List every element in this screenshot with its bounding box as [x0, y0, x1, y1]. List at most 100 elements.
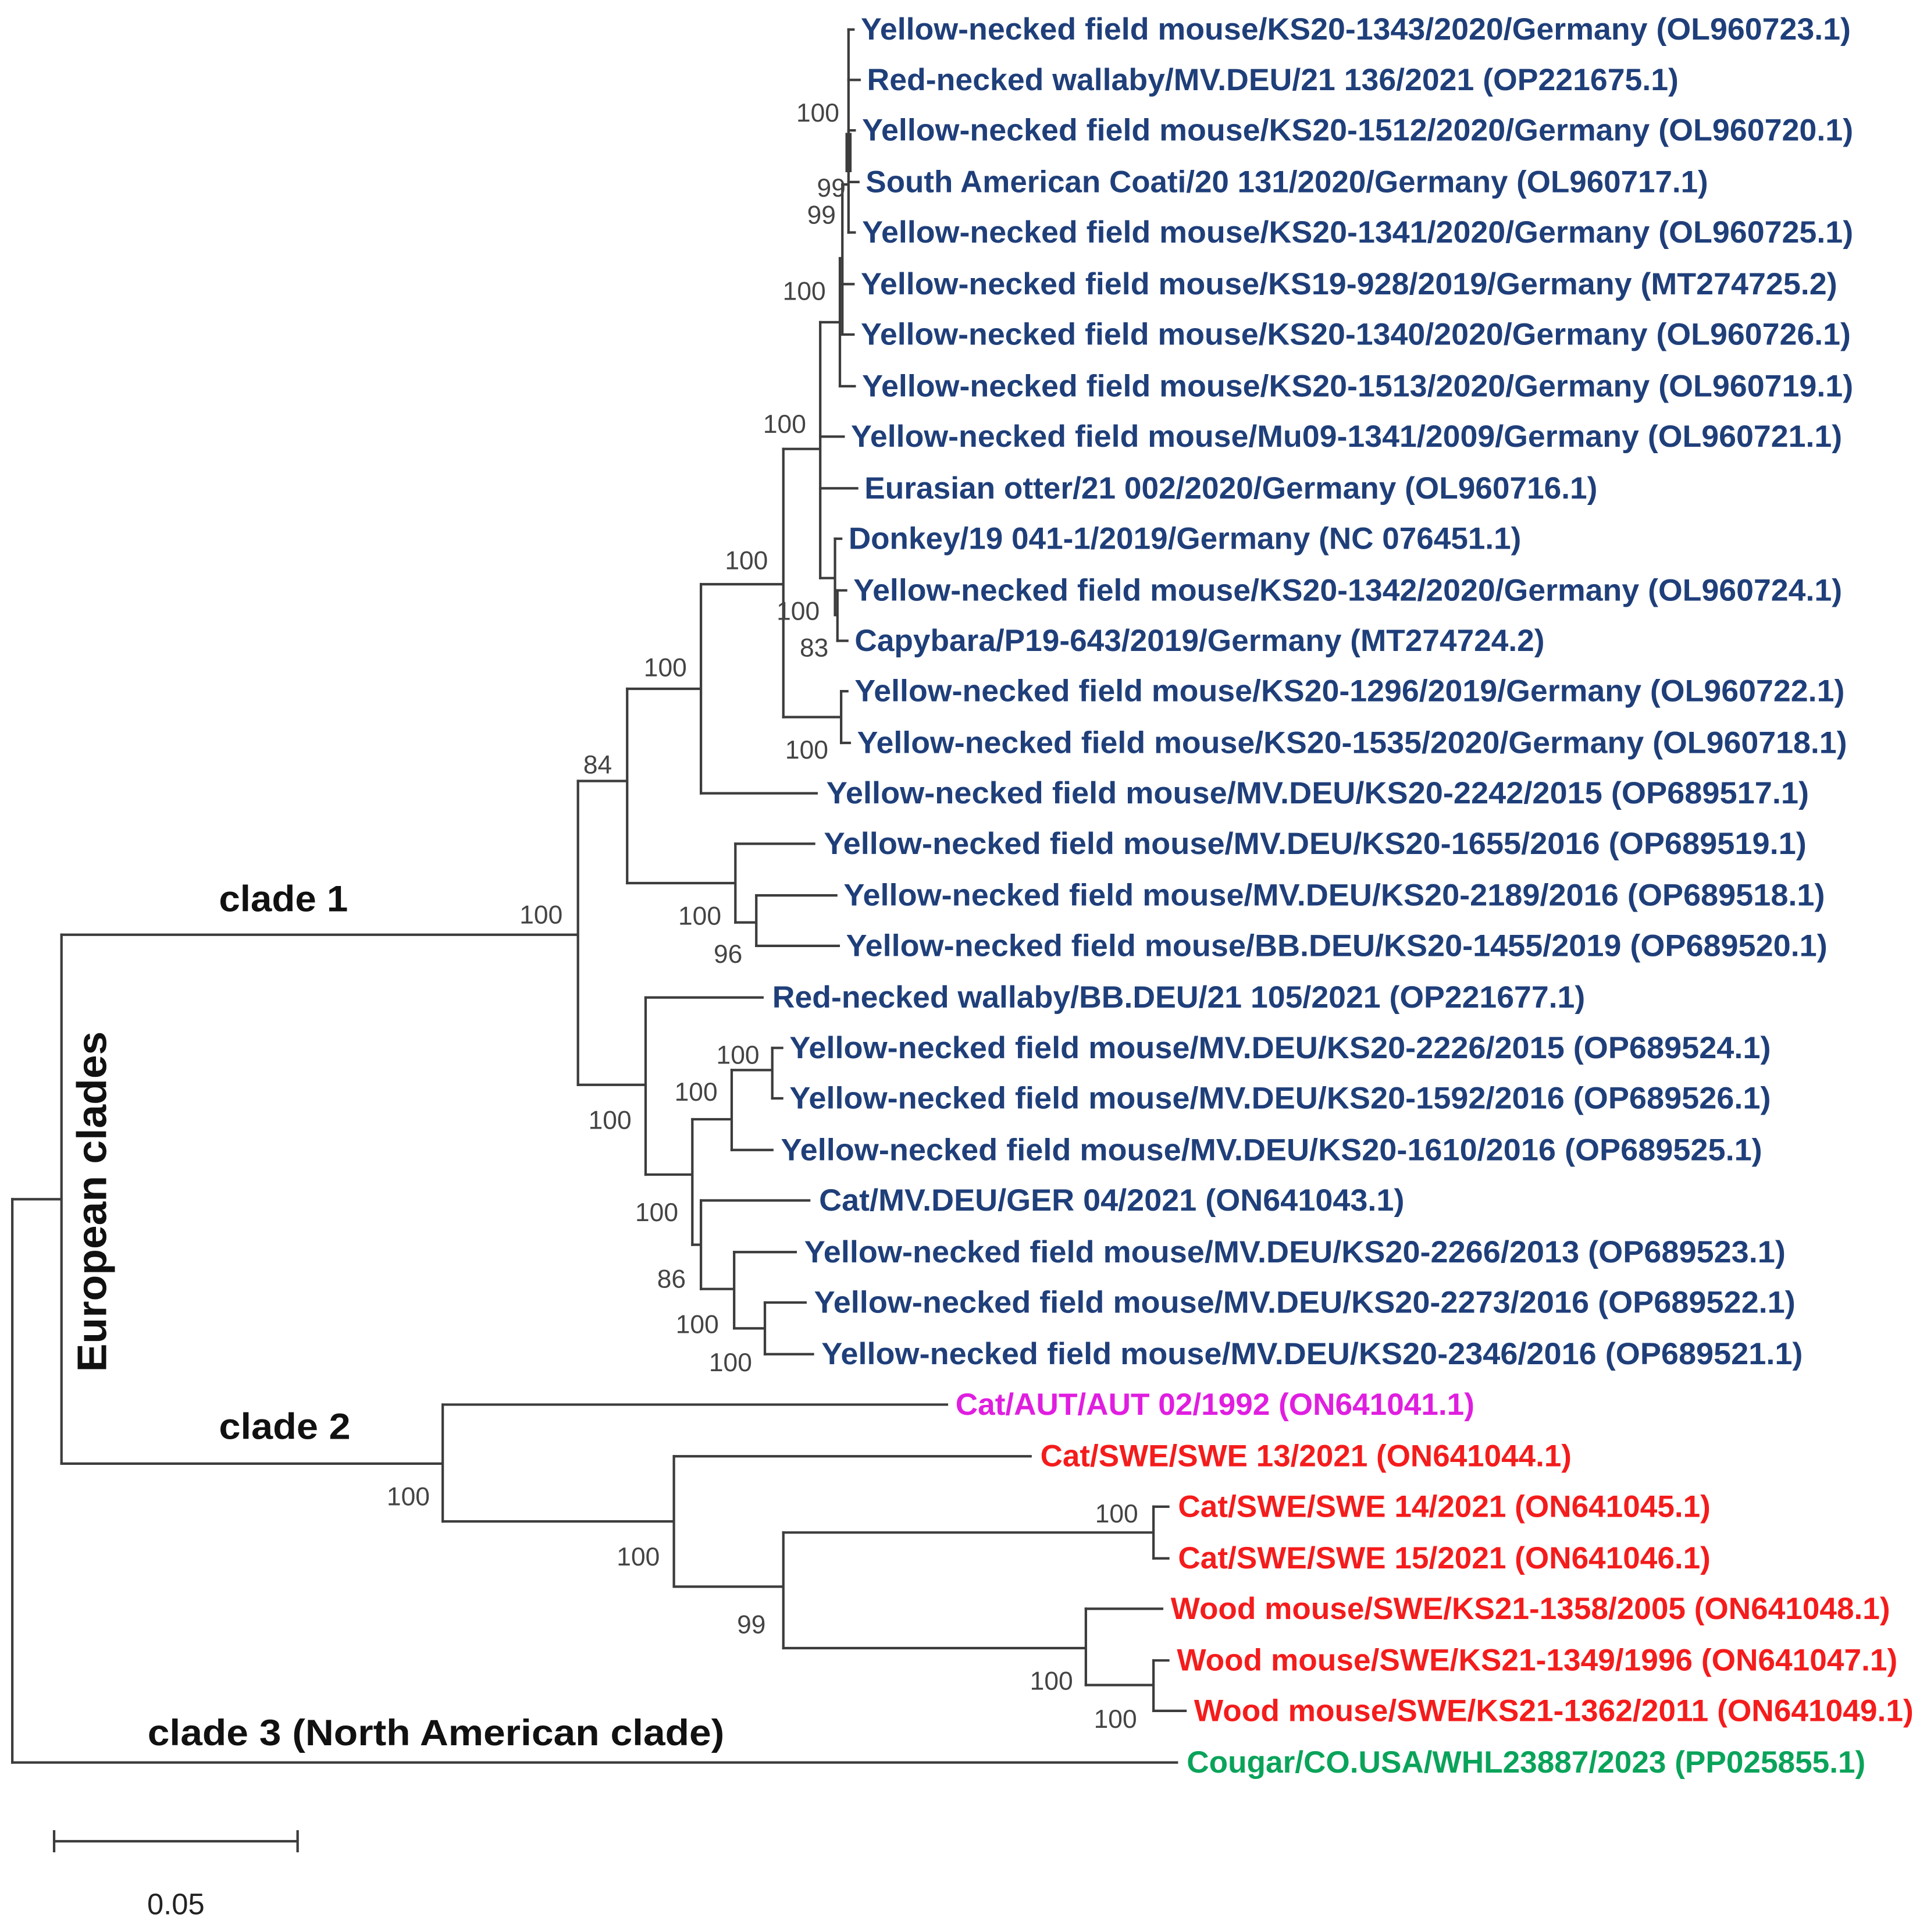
node-branch	[700, 1251, 736, 1330]
node-branch	[734, 894, 758, 947]
leaf-label: Wood mouse/SWE/KS21-1349/1996 (ON641047.…	[1177, 1643, 1897, 1678]
clade-1-branch	[60, 780, 579, 1086]
leaf-label: Yellow-necked field mouse/KS20-1340/2020…	[861, 318, 1851, 352]
bootstrap-value: 100	[796, 99, 839, 127]
bootstrap-value: 83	[800, 634, 828, 663]
node-branch	[819, 257, 842, 387]
node-branch	[819, 537, 836, 617]
bootstrap-value: 100	[1030, 1667, 1073, 1696]
leaf-label: Cat/MV.DEU/GER 04/2021 (ON641043.1)	[819, 1183, 1404, 1218]
bootstrap-value: 99	[737, 1610, 765, 1639]
bootstrap-value: 100	[725, 547, 768, 575]
bootstrap-value: 100	[717, 1041, 760, 1069]
bootstrap-value: 99	[817, 174, 846, 202]
node-branch	[733, 1301, 767, 1355]
node-branch	[691, 1199, 703, 1290]
leaf-label: Cat/SWE/SWE 13/2021 (ON641044.1)	[1041, 1439, 1572, 1474]
european-clades-branch	[11, 933, 63, 1465]
leaf-label: Yellow-necked field mouse/MV.DEU/KS20-22…	[804, 1235, 1786, 1269]
scale-bar-label: 0.05	[147, 1887, 205, 1920]
internal-branches	[11, 28, 1155, 1764]
node-branch	[834, 589, 839, 642]
node-branch	[626, 583, 703, 795]
leaf-label: Yellow-necked field mouse/MV.DEU/KS20-16…	[781, 1133, 1762, 1167]
leaf-label: Yellow-necked field mouse/KS20-1343/2020…	[861, 12, 1851, 47]
bootstrap-value: 100	[676, 1311, 719, 1339]
bootstrap-value: 100	[675, 1078, 718, 1106]
leaf-label: Wood mouse/SWE/KS21-1358/2005 (ON641048.…	[1171, 1592, 1890, 1626]
bootstrap-value: 100	[635, 1198, 678, 1227]
bootstrap-value: 96	[714, 940, 742, 969]
leaf-label: Eurasian otter/21 002/2020/Germany (OL96…	[864, 471, 1597, 506]
bootstrap-value: 86	[657, 1265, 686, 1293]
bootstrap-value: 100	[785, 736, 828, 764]
leaf-label: Cat/AUT/AUT 02/1992 (ON641041.1)	[956, 1387, 1474, 1422]
node-branch	[782, 690, 843, 745]
leaf-label: Yellow-necked field mouse/MV.DEU/KS20-22…	[789, 1031, 1771, 1065]
bootstrap-value: 100	[777, 597, 820, 625]
node-branch	[672, 1531, 785, 1650]
leaf-label: Yellow-necked field mouse/KS20-1342/2020…	[853, 573, 1842, 607]
leaf-label: Yellow-necked field mouse/MV.DEU/KS20-15…	[789, 1081, 1771, 1115]
node-branch	[730, 1047, 774, 1100]
leaf-label: Yellow-necked field mouse/Mu09-1341/2009…	[851, 419, 1842, 454]
leaf-label: Yellow-necked field mouse/KS20-1535/2020…	[857, 725, 1847, 760]
node-branch	[782, 1607, 1087, 1687]
leaf-label: Yellow-necked field mouse/KS20-1341/2020…	[862, 215, 1853, 250]
leaf-label: Yellow-necked field mouse/KS20-1513/2020…	[862, 369, 1853, 403]
scale-bar-line	[52, 1830, 299, 1852]
clade-2-label: clade 2	[219, 1406, 350, 1447]
bootstrap-value: 100	[1094, 1705, 1137, 1734]
bootstrap-values: 100 99 99 100 100 100 100 83 100 100 84 …	[387, 99, 1138, 1734]
leaf-label: Yellow-necked field mouse/KS20-1296/2019…	[854, 674, 1844, 709]
leaf-label: Capybara/P19-643/2019/Germany (MT274724.…	[854, 624, 1544, 658]
bootstrap-value: 100	[644, 654, 687, 682]
bootstrap-value: 100	[519, 901, 562, 929]
bootstrap-value: 100	[783, 277, 826, 306]
leaf-label: Red-necked wallaby/MV.DEU/21 136/2021 (O…	[867, 63, 1679, 97]
node-branch	[691, 1069, 733, 1151]
clade-3-label: clade 3 (North American clade)	[148, 1713, 725, 1753]
clade-2-branch	[60, 1403, 444, 1523]
leaf-label: Wood mouse/SWE/KS21-1362/2011 (ON641049.…	[1194, 1693, 1914, 1728]
leaf-label: Cat/SWE/SWE 15/2021 (ON641046.1)	[1178, 1541, 1710, 1575]
node-branch	[626, 842, 737, 924]
european-clades-label: European clades	[69, 1031, 116, 1372]
node-branch	[1084, 1659, 1155, 1712]
leaf-label: Yellow-necked field mouse/MV.DEU/KS20-16…	[824, 827, 1807, 861]
leaf-labels: Yellow-necked field mouse/KS20-1343/2020…	[772, 12, 1914, 1780]
leaf-label: Yellow-necked field mouse/MV.DEU/KS20-22…	[827, 776, 1809, 810]
node-branch	[700, 447, 785, 718]
leaf-label: Cougar/CO.USA/WHL23887/2023 (PP025855.1)	[1187, 1745, 1865, 1780]
leaf-label: South American Coati/20 131/2020/Germany…	[865, 165, 1708, 199]
clade-1-label: clade 1	[219, 878, 348, 919]
bootstrap-value: 84	[583, 751, 612, 780]
bootstrap-value: 99	[807, 201, 836, 229]
leaf-label: Yellow-necked field mouse/MV.DEU/KS20-22…	[814, 1285, 1796, 1319]
clade-labels: clade 1 clade 2 clade 3 (North American …	[69, 878, 725, 1753]
leaf-label: Yellow-necked field mouse/BB.DEU/KS20-14…	[846, 928, 1828, 963]
bootstrap-value: 100	[678, 902, 721, 931]
bootstrap-value: 100	[1095, 1500, 1138, 1528]
leaf-label: Yellow-necked field mouse/KS20-1512/2020…	[862, 113, 1853, 148]
bootstrap-value: 100	[589, 1106, 632, 1135]
leaf-branches	[11, 28, 1187, 1764]
scale-bar: 0.05	[52, 1830, 299, 1920]
node-branch	[644, 1118, 694, 1246]
leaf-label: Donkey/19 041-1/2019/Germany (NC 076451.…	[849, 522, 1521, 556]
leaf-label: Cat/SWE/SWE 14/2021 (ON641045.1)	[1178, 1489, 1710, 1524]
node-branch	[782, 321, 822, 579]
bootstrap-value: 100	[387, 1482, 430, 1511]
leaf-label: Red-necked wallaby/BB.DEU/21 105/2021 (O…	[772, 980, 1585, 1015]
node-branch	[576, 687, 629, 885]
bootstrap-value: 100	[709, 1349, 752, 1377]
leaf-label: Yellow-necked field mouse/KS19-928/2019/…	[861, 267, 1837, 301]
node-branch	[441, 1455, 675, 1588]
leaf-label: Yellow-necked field mouse/MV.DEU/KS20-23…	[821, 1337, 1803, 1371]
bootstrap-value: 100	[617, 1543, 660, 1571]
bootstrap-value: 100	[763, 410, 806, 439]
node-branch	[576, 996, 647, 1176]
node-branch	[782, 1505, 1155, 1560]
